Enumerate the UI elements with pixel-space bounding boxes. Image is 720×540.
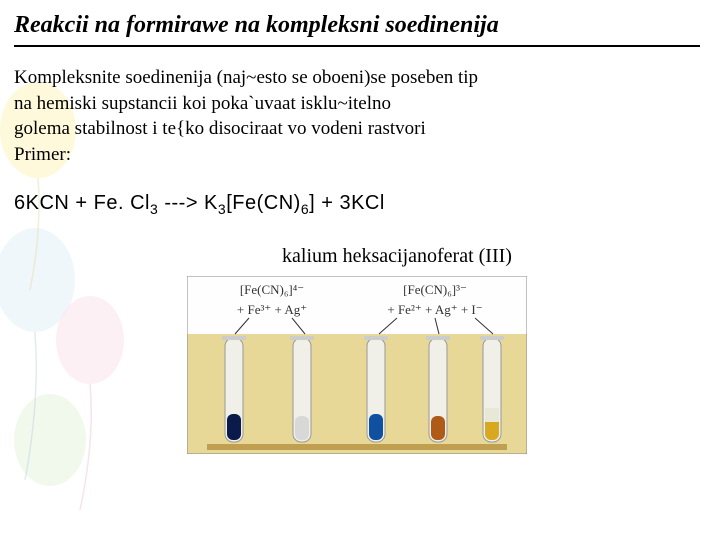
test-tube-4 bbox=[426, 336, 450, 442]
eq-sub-3: 6 bbox=[301, 201, 309, 217]
compound-roman: (III) bbox=[479, 245, 512, 267]
eq-arrow: ---> K bbox=[158, 192, 218, 214]
formula-right-top: [Fe(CN)₆]³⁻ bbox=[403, 282, 467, 297]
body-line-1: Kompleksnite soedinenija (naj~esto se ob… bbox=[14, 67, 478, 88]
formula-left-top: [Fe(CN)₆]⁴⁻ bbox=[240, 282, 304, 297]
eq-coef-1: 6 bbox=[14, 192, 26, 214]
test-tube-diagram: [Fe(CN)₆]⁴⁻ + Fe³⁺ + Ag⁺ [Fe(CN)₆]³⁻ + F… bbox=[187, 276, 527, 454]
test-tube-2 bbox=[290, 336, 314, 442]
formula-left-bot: + Fe³⁺ + Ag⁺ bbox=[237, 302, 307, 317]
body-line-3: golema stabilnost i te{ko disociraat vo … bbox=[14, 118, 426, 139]
eq-product-1: [Fe(CN) bbox=[226, 192, 301, 214]
eq-product-2: ] + 3 bbox=[309, 192, 351, 214]
body-line-2: na hemiski supstancii koi poka`uvaat isk… bbox=[14, 93, 391, 114]
eq-product-3: KCl bbox=[351, 192, 385, 214]
chemical-equation: 6KCN + Fe. Cl3 ---> K3[Fe(CN)6] + 3KCl bbox=[14, 192, 700, 217]
formula-right-bot: + Fe²⁺ + Ag⁺ + I⁻ bbox=[387, 302, 482, 317]
slide-title: Reakcii na formirawe na kompleksni soedi… bbox=[14, 12, 700, 47]
test-tube-5 bbox=[480, 336, 504, 442]
test-tube-3 bbox=[364, 336, 388, 442]
body-line-4: Primer: bbox=[14, 144, 71, 165]
body-paragraph: Kompleksnite soedinenija (naj~esto se ob… bbox=[14, 65, 700, 168]
eq-sub-2: 3 bbox=[218, 201, 226, 217]
test-tube-1 bbox=[222, 336, 246, 442]
eq-reactant-1: KCN + Fe. Cl bbox=[26, 192, 150, 214]
compound-label: kalium heksacijanoferat (III) bbox=[94, 245, 700, 268]
compound-text: kalium heksacijanoferat bbox=[282, 245, 479, 267]
